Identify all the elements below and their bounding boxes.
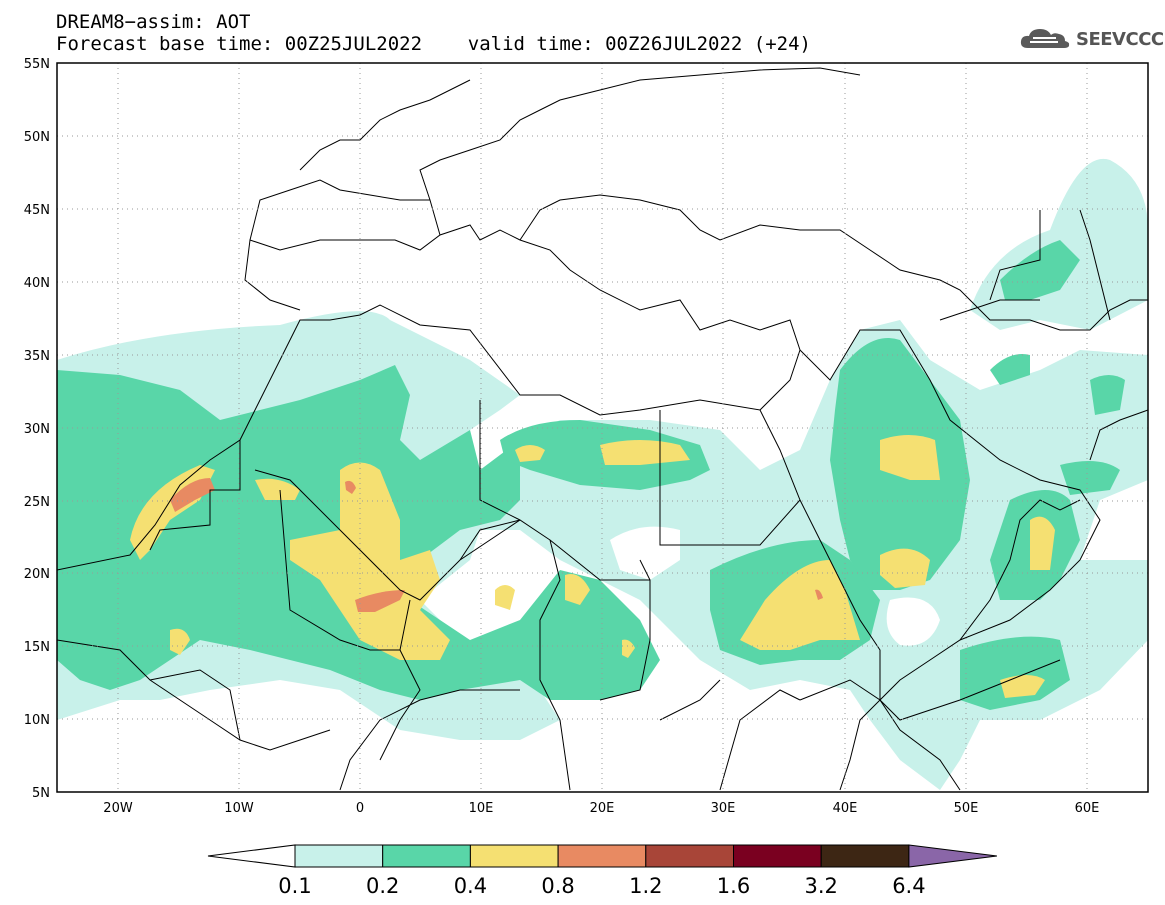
lat-label: 45N: [24, 203, 50, 218]
lat-label: 5N: [32, 786, 50, 801]
seevccc-logo: SEEVCCC: [1018, 26, 1164, 52]
longitude-labels: 20W 10W 0 10E 20E 30E 40E 50E 60E: [103, 801, 1099, 816]
lon-label: 50E: [954, 801, 979, 816]
lon-label: 10E: [469, 801, 494, 816]
lat-label: 50N: [24, 130, 50, 145]
lat-label: 40N: [24, 276, 50, 291]
lat-label: 15N: [24, 640, 50, 655]
colorbar-level-label: 0.2: [366, 874, 399, 898]
colorbar-swatch: [294, 844, 384, 868]
colorbar-swatch: [382, 844, 471, 868]
colorbar-swatches: [207, 844, 997, 868]
lat-label: 25N: [24, 495, 50, 510]
colorbar-swatch: [820, 844, 910, 868]
lon-label: 20W: [103, 801, 133, 816]
cloud-icon: [1020, 29, 1070, 48]
aot-level-0.8: [170, 478, 823, 612]
colorbar-swatch: [733, 844, 822, 868]
colorbar-labels: 0.1 0.2 0.4 0.8 1.2 1.6 3.2 6.4: [278, 874, 925, 898]
colorbar-level-label: 6.4: [892, 874, 925, 898]
colorbar-under-arrow: [207, 844, 296, 868]
colorbar-level-label: 0.1: [278, 874, 311, 898]
lon-label: 30E: [711, 801, 736, 816]
aot-field: [57, 158, 1148, 790]
coastlines-borders: [57, 67, 1148, 791]
lat-label: 20N: [24, 567, 50, 582]
colorbar-level-label: 0.4: [454, 874, 487, 898]
gridlines: [57, 63, 1148, 792]
map-frame: [56, 62, 1149, 793]
latitude-labels: 55N 50N 45N 40N 35N 30N 25N 20N 15N 10N …: [24, 57, 50, 801]
colorbar-swatch: [557, 844, 647, 868]
colorbar-level-label: 3.2: [804, 874, 837, 898]
lon-label: 60E: [1075, 801, 1100, 816]
colorbar-swatch: [469, 844, 559, 868]
colorbar-level-label: 0.8: [541, 874, 574, 898]
lat-label: 55N: [24, 57, 50, 72]
lon-label: 0: [356, 801, 364, 816]
lat-label: 10N: [24, 713, 50, 728]
lon-label: 20E: [590, 801, 615, 816]
lat-label: 35N: [24, 349, 50, 364]
colorbar-level-label: 1.6: [717, 874, 750, 898]
colorbar-swatch: [645, 844, 734, 868]
colorbar-level-label: 1.2: [629, 874, 662, 898]
map-title: DREAM8−assim: AOT: [56, 11, 251, 33]
lon-label: 10W: [224, 801, 254, 816]
forecast-times: Forecast base time: 00Z25JUL2022 valid t…: [56, 33, 811, 55]
lon-label: 40E: [833, 801, 858, 816]
aot-level-0.4: [130, 435, 1055, 698]
logo-text: SEEVCCC: [1076, 28, 1164, 50]
lat-label: 30N: [24, 422, 50, 437]
colorbar-over-arrow: [908, 844, 997, 868]
